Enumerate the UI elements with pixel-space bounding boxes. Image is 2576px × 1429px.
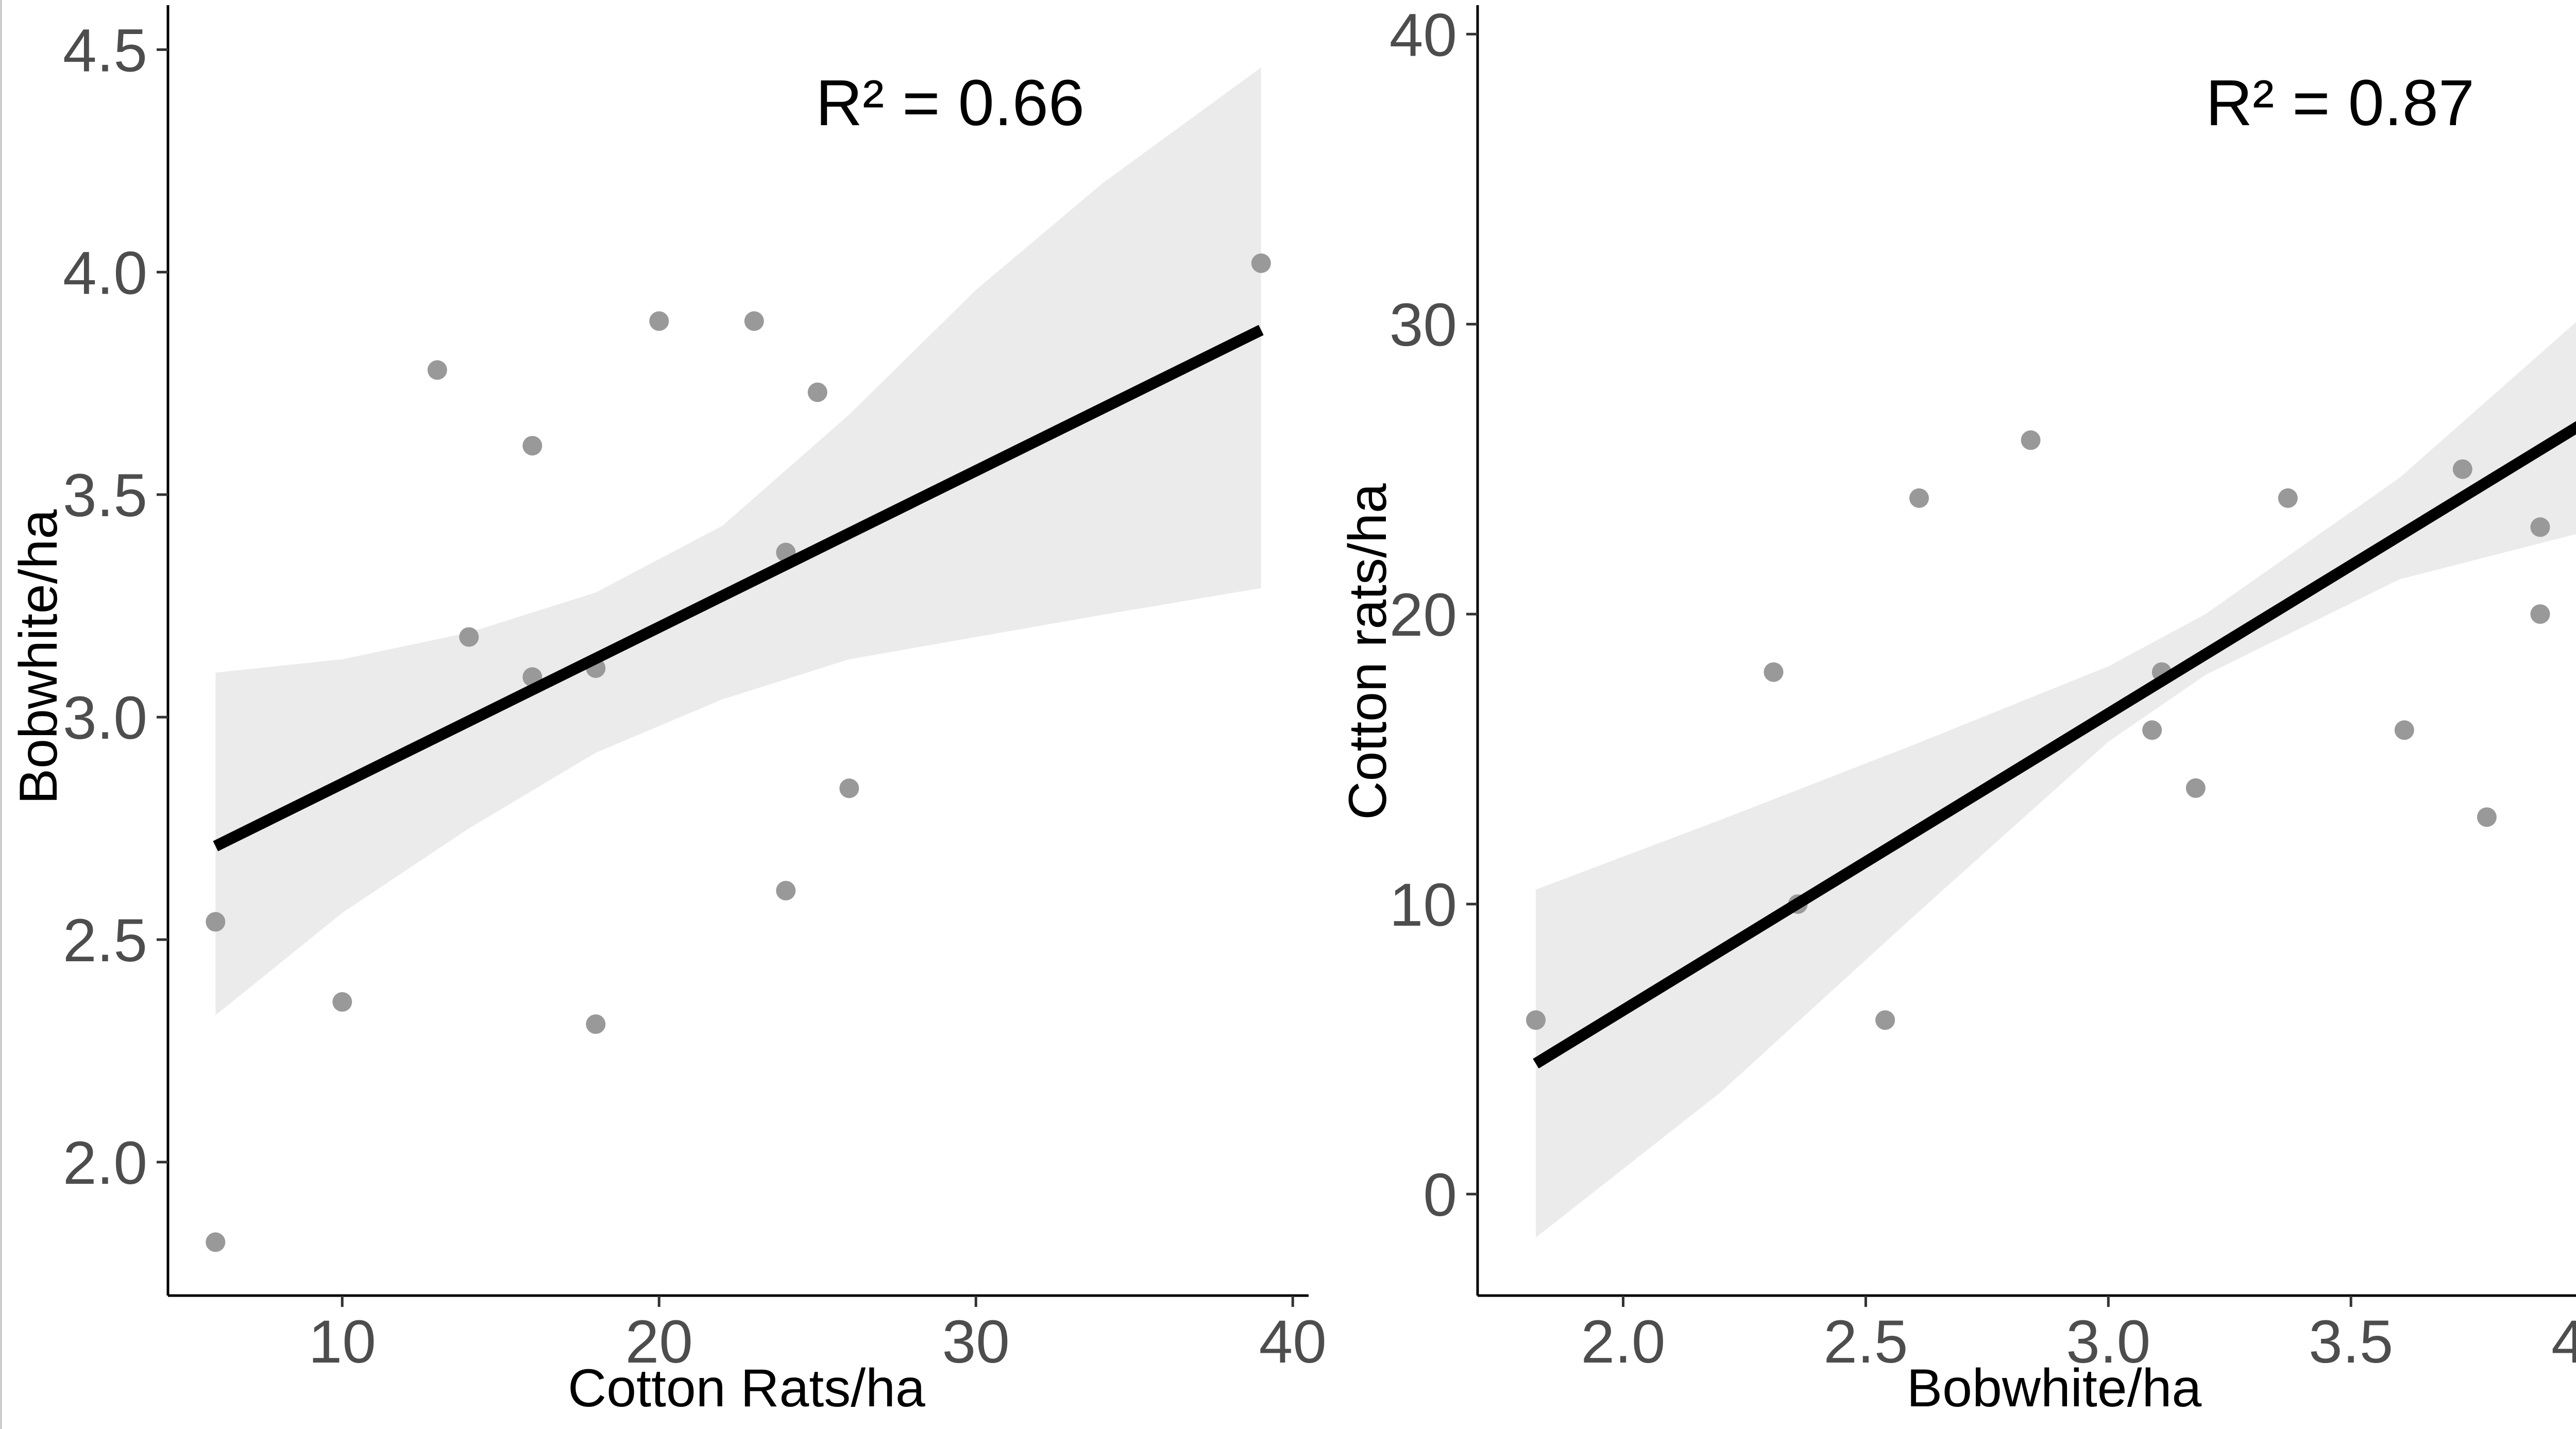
left-panel-x-tick-label-4: 40: [1259, 1308, 1327, 1376]
right-panel-x-tick-label-1: 2.0: [1581, 1308, 1666, 1376]
right-panel-x-tick-label-5: 4.0: [2551, 1308, 2576, 1376]
right-panel-bobwhite-vs-cotton-rats: R² = 0.87 Bobwhite/ha Cotton rats/ha 2.0…: [1338, 1, 2576, 1418]
left-panel-y-tick-label-5: 4.0: [63, 239, 147, 307]
left-panel-regression-line: [213, 325, 1264, 852]
right-panel-data-point-13: [2477, 807, 2497, 827]
left-panel-data-point-5: [459, 627, 479, 647]
left-panel-data-point-15: [839, 778, 859, 798]
right-panel-x-tick-label-2: 2.5: [1823, 1308, 1908, 1376]
right-panel-x-axis-title: Bobwhite/ha: [1907, 1358, 2202, 1418]
right-panel-data-point-4: [1875, 1010, 1895, 1030]
left-panel-y-tick-label-4: 3.5: [63, 462, 147, 530]
right-panel-data-point-12: [2452, 459, 2472, 479]
left-panel-x-axis-title: Cotton Rats/ha: [568, 1358, 925, 1418]
right-panel-y-tick-label-1: 0: [1423, 1161, 1457, 1229]
right-panel-confidence-band: [1536, 322, 2576, 1238]
left-panel-x-tick-label-2: 20: [625, 1308, 693, 1376]
left-panel-data-point-3: [332, 992, 352, 1012]
left-panel-y-tick-label-6: 4.5: [63, 16, 147, 84]
right-panel-data-point-15: [2530, 604, 2550, 624]
left-panel-y-tick-label-2: 2.5: [63, 907, 147, 975]
left-panel-y-tick-label-1: 2.0: [63, 1129, 147, 1197]
left-panel-confidence-band: [215, 67, 1261, 1015]
right-panel-regression-line: [1533, 421, 2576, 1069]
right-panel-x-tick-label-3: 3.0: [2066, 1308, 2150, 1376]
right-panel-data-point-1: [1526, 1010, 1546, 1030]
right-panel-data-point-7: [2142, 720, 2162, 740]
left-panel-data-point-6: [522, 436, 543, 456]
right-panel-data-point-14: [2530, 517, 2550, 537]
right-panel-y-tick-label-4: 30: [1389, 291, 1457, 359]
left-panel-data-point-2: [206, 912, 226, 932]
left-panel-data-point-14: [807, 382, 827, 402]
left-panel-r-squared: R² = 0.66: [816, 66, 1084, 139]
left-panel-data-point-16: [1251, 253, 1271, 273]
right-panel-r-squared: R² = 0.87: [2206, 66, 2475, 139]
left-panel-data-point-13: [776, 880, 796, 900]
left-panel-data-point-11: [744, 311, 764, 331]
right-panel-data-point-5: [1909, 488, 1929, 508]
right-panel-data-point-6: [2021, 430, 2041, 450]
left-panel-x-tick-label-3: 30: [942, 1308, 1010, 1376]
left-panel-data-point-1: [206, 1232, 226, 1252]
right-panel-data-point-9: [2185, 778, 2206, 798]
right-panel-x-tick-label-4: 3.5: [2309, 1308, 2393, 1376]
left-panel-data-point-9: [586, 1014, 606, 1034]
left-panel-x-tick-label-1: 10: [309, 1308, 376, 1376]
right-panel-data-point-11: [2394, 720, 2414, 740]
right-panel-data-point-10: [2278, 488, 2298, 508]
left-panel-cotton-rats-vs-bobwhite: R² = 0.66 Cotton Rats/ha Bobwhite/ha 10 2…: [9, 5, 1327, 1418]
left-panel-data-point-4: [427, 360, 447, 380]
right-panel-y-axis-title: Cotton rats/ha: [1338, 483, 1398, 820]
left-panel-y-axis-title: Bobwhite/ha: [9, 509, 69, 805]
right-panel-y-tick-label-5: 40: [1389, 1, 1457, 69]
right-panel-data-point-2: [1764, 662, 1784, 682]
left-panel-y-tick-label-3: 3.0: [63, 684, 147, 752]
left-panel-data-point-10: [649, 311, 669, 331]
right-panel-y-tick-label-3: 20: [1389, 581, 1457, 649]
right-panel-y-tick-label-2: 10: [1389, 871, 1457, 939]
